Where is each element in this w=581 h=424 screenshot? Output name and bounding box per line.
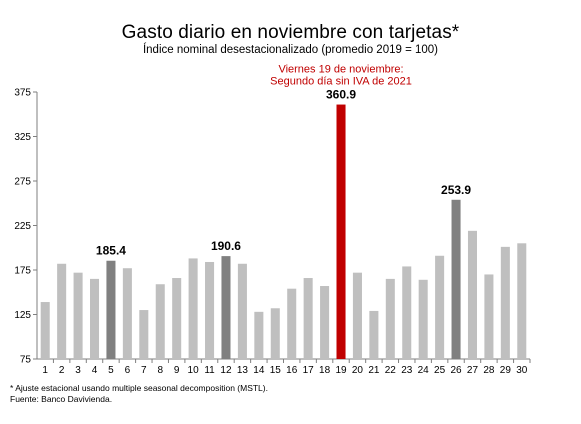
x-tick-label: 29 xyxy=(500,365,512,376)
chart-title: Gasto diario en noviembre con tarjetas* xyxy=(121,22,460,43)
bar-11 xyxy=(205,261,215,359)
x-tick-label: 15 xyxy=(270,365,282,376)
bar-19 xyxy=(336,104,346,359)
y-tick-label: 175 xyxy=(14,266,31,277)
x-tick-label: 18 xyxy=(319,365,331,376)
x-tick-label: 26 xyxy=(450,365,462,376)
x-tick-label: 2 xyxy=(59,365,65,376)
x-tick-label: 5 xyxy=(108,365,114,376)
bar-30 xyxy=(517,243,527,359)
bar-22 xyxy=(385,278,395,359)
x-tick-label: 3 xyxy=(75,365,81,376)
bar-4 xyxy=(89,278,100,359)
x-tick-label: 25 xyxy=(434,365,446,376)
x-tick-label: 20 xyxy=(352,365,364,376)
bar-21 xyxy=(369,310,379,359)
y-tick-label: 75 xyxy=(20,355,32,366)
x-tick-label: 24 xyxy=(418,365,430,376)
bar-17 xyxy=(303,278,313,359)
bar-24 xyxy=(418,279,428,359)
bar-18 xyxy=(320,286,330,359)
bar-7 xyxy=(139,310,149,359)
x-tick-label: 10 xyxy=(188,365,200,376)
bar-2 xyxy=(57,263,67,359)
bar-13 xyxy=(237,263,247,359)
data-label-26: 253.9 xyxy=(441,183,471,197)
x-tick-label: 7 xyxy=(141,365,147,376)
bar-14 xyxy=(254,311,264,359)
x-tick-label: 30 xyxy=(516,365,528,376)
bar-16 xyxy=(287,288,297,359)
bar-12 xyxy=(221,256,231,359)
y-tick-label: 225 xyxy=(14,221,31,232)
bar-9 xyxy=(172,278,182,359)
data-label-12: 190.6 xyxy=(211,239,241,253)
x-tick-label: 19 xyxy=(335,365,347,376)
x-tick-label: 23 xyxy=(401,365,413,376)
annotation-line: Viernes 19 de noviembre: xyxy=(278,64,403,76)
x-tick-label: 21 xyxy=(368,365,380,376)
data-label-5: 185.4 xyxy=(96,244,126,258)
bar-26 xyxy=(451,199,461,359)
x-tick-label: 11 xyxy=(204,365,215,376)
x-tick-label: 12 xyxy=(220,365,232,376)
chart-subtitle: Índice nominal desestacionalizado (prome… xyxy=(142,44,439,56)
x-tick-label: 4 xyxy=(92,365,98,376)
bar-23 xyxy=(402,266,412,359)
bar-29 xyxy=(500,246,510,359)
x-tick-label: 6 xyxy=(125,365,131,376)
x-tick-label: 28 xyxy=(483,365,495,376)
x-tick-label: 27 xyxy=(467,365,479,376)
footnote: * Ajuste estacional usando multiple seas… xyxy=(10,383,268,393)
x-tick-label: 14 xyxy=(253,365,265,376)
bar-20 xyxy=(352,272,362,359)
bar-5 xyxy=(106,260,116,359)
data-label-19: 360.9 xyxy=(326,88,356,102)
bar-15 xyxy=(270,308,280,359)
y-tick-label: 125 xyxy=(14,310,31,321)
bar-27 xyxy=(467,230,478,359)
bar-6 xyxy=(122,268,132,359)
bar-10 xyxy=(188,258,198,359)
bar-28 xyxy=(484,274,494,359)
x-tick-label: 13 xyxy=(237,365,249,376)
x-tick-label: 17 xyxy=(303,365,315,376)
x-tick-label: 9 xyxy=(174,365,180,376)
x-tick-label: 16 xyxy=(286,365,298,376)
y-tick-label: 325 xyxy=(14,132,31,143)
source-note: Fuente: Banco Davivienda. xyxy=(10,394,113,404)
bar-3 xyxy=(73,272,83,359)
y-tick-label: 275 xyxy=(14,177,31,188)
y-tick-label: 375 xyxy=(14,88,31,99)
annotation-line: Segundo día sin IVA de 2021 xyxy=(270,76,412,88)
x-tick-label: 22 xyxy=(385,365,397,376)
bar-8 xyxy=(155,284,165,359)
x-tick-label: 8 xyxy=(157,365,163,376)
x-tick-label: 1 xyxy=(42,365,48,376)
bar-1 xyxy=(40,302,50,359)
bar-25 xyxy=(435,255,445,359)
